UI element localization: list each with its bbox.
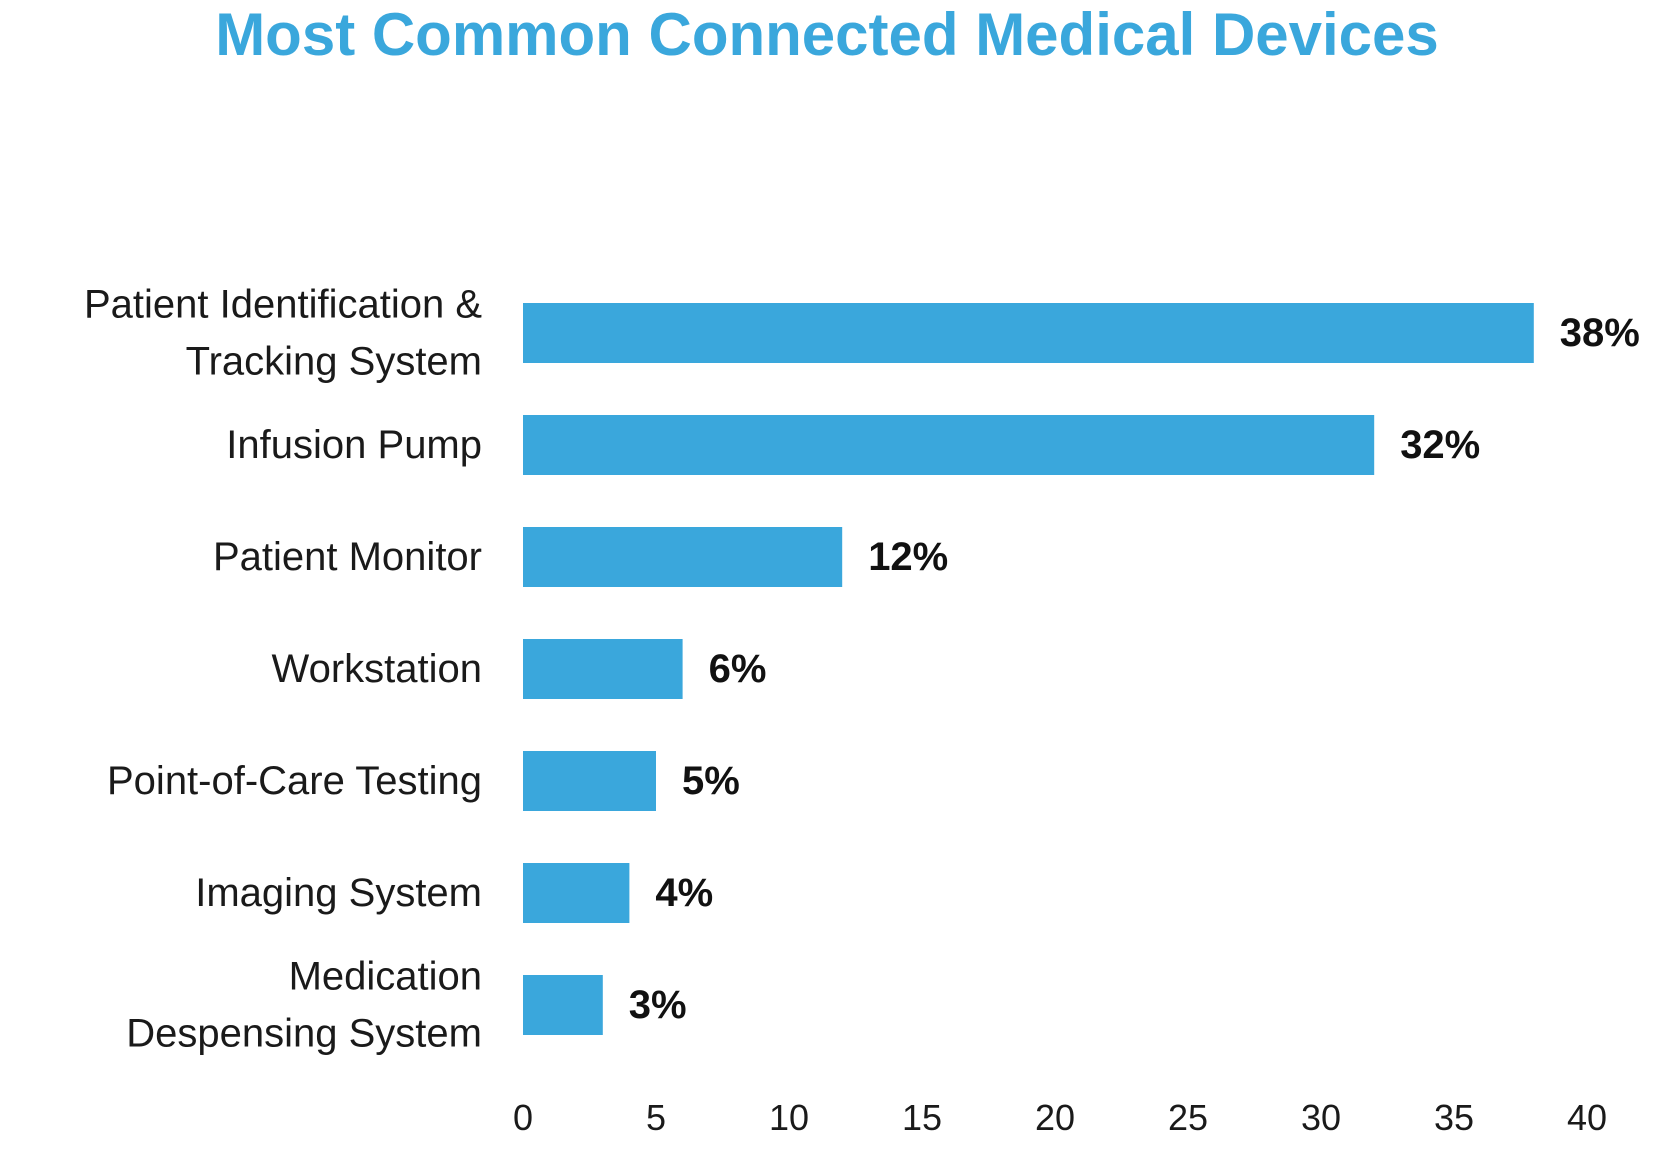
- bar-1: [523, 415, 1375, 475]
- x-tick-label-6: 30: [1301, 1097, 1341, 1138]
- value-label-4: 5%: [682, 759, 740, 803]
- bar-6: [523, 975, 603, 1035]
- x-tick-label-1: 5: [646, 1097, 666, 1138]
- bar-0: [523, 303, 1534, 363]
- value-labels-layer: 38% 32% 12% 6% 5% 4% 3%: [629, 311, 1640, 1027]
- chart-title: Most Common Connected Medical Devices: [215, 1, 1439, 68]
- category-labels-layer: Patient Identification & Tracking System I…: [84, 283, 482, 1056]
- x-tick-label-3: 15: [902, 1097, 942, 1138]
- category-label-1: Infusion Pump: [226, 423, 482, 467]
- bar-4: [523, 751, 656, 811]
- x-tick-label-0: 0: [513, 1097, 533, 1138]
- value-label-1: 32%: [1400, 423, 1480, 467]
- x-tick-label-5: 25: [1168, 1097, 1208, 1138]
- bar-3: [523, 639, 683, 699]
- category-label-3: Workstation: [272, 647, 482, 691]
- value-label-3: 6%: [709, 647, 767, 691]
- category-label-0-line-1: Tracking System: [186, 340, 482, 384]
- bars-layer: [523, 303, 1534, 1035]
- x-tick-label-8: 40: [1567, 1097, 1607, 1138]
- value-label-5: 4%: [655, 871, 713, 915]
- value-label-0: 38%: [1560, 311, 1640, 355]
- category-label-6-line-0: Medication: [289, 955, 482, 999]
- category-label-6-line-1: Despensing System: [126, 1012, 482, 1056]
- bar-2: [523, 527, 843, 587]
- x-tick-label-4: 20: [1035, 1097, 1075, 1138]
- x-tick-label-2: 10: [769, 1097, 809, 1138]
- category-label-2: Patient Monitor: [213, 535, 482, 579]
- category-label-4: Point-of-Care Testing: [107, 759, 482, 803]
- x-axis-ticks-layer: 0 5 10 15 20 25 30 35 40: [513, 1097, 1607, 1138]
- value-label-6: 3%: [629, 983, 687, 1027]
- value-label-2: 12%: [868, 535, 948, 579]
- x-tick-label-7: 35: [1434, 1097, 1474, 1138]
- category-label-0-line-0: Patient Identification &: [84, 283, 482, 327]
- category-label-5: Imaging System: [195, 871, 482, 915]
- bar-5: [523, 863, 630, 923]
